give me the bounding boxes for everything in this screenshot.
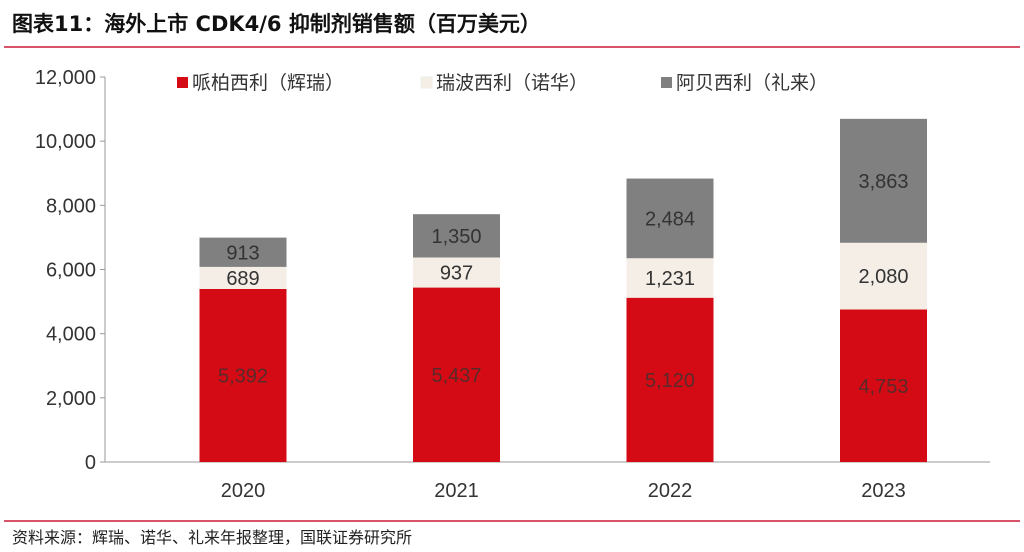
- data-label-2020-series-1: 689: [226, 268, 259, 290]
- legend-swatch-1: [420, 76, 433, 89]
- data-label-2022-series-1: 1,231: [645, 268, 695, 290]
- source-note: 资料来源：辉瑞、诺华、礼来年报整理，国联证券研究所: [12, 528, 413, 547]
- bar-2021-series-1: [413, 257, 500, 288]
- data-label-2023-series-0: 4,753: [858, 376, 908, 398]
- x-tick-label: 2023: [861, 480, 906, 502]
- x-tick-label: 2022: [648, 480, 693, 502]
- data-label-2021-series-1: 937: [440, 263, 473, 285]
- y-tick-label: 10,000: [35, 131, 96, 153]
- legend-swatch-0: [177, 77, 188, 88]
- data-label-2021-series-0: 5,437: [431, 365, 481, 387]
- legend-label-2: 阿贝西利（礼来）: [676, 72, 828, 94]
- y-tick-label: 6,000: [46, 260, 96, 282]
- bar-2022-series-0: [626, 297, 714, 462]
- data-label-2022-series-2: 2,484: [645, 208, 695, 230]
- bar-2021-series-0: [413, 287, 500, 462]
- bar-2020-series-1: [199, 266, 287, 290]
- y-tick-label: 4,000: [46, 324, 96, 346]
- source-divider: [4, 520, 1020, 522]
- bar-2020-series-0: [199, 289, 287, 462]
- data-label-2022-series-0: 5,120: [645, 370, 695, 392]
- bar-2022-series-1: [626, 258, 714, 298]
- data-label-2023-series-1: 2,080: [858, 266, 908, 288]
- legend-swatch-2: [661, 77, 672, 88]
- y-tick-label: 8,000: [46, 195, 96, 217]
- bar-2020-series-2: [199, 237, 287, 267]
- legend-label-1: 瑞波西利（诺华）: [436, 72, 588, 94]
- data-label-2021-series-2: 1,350: [431, 226, 481, 248]
- y-tick-label: 0: [85, 452, 96, 474]
- chart-title: 图表11：海外上市 CDK4/6 抑制剂销售额（百万美元）: [12, 12, 541, 36]
- data-label-2023-series-2: 3,863: [858, 171, 908, 193]
- data-label-2020-series-0: 5,392: [218, 366, 268, 388]
- legend-label-0: 哌柏西利（辉瑞）: [192, 72, 344, 94]
- data-label-2020-series-2: 913: [226, 242, 259, 264]
- bar-2023-series-1: [840, 242, 927, 310]
- bar-2023-series-2: [840, 118, 927, 243]
- x-tick-label: 2020: [221, 480, 266, 502]
- y-tick-label: 2,000: [46, 388, 96, 410]
- bar-2021-series-2: [413, 214, 500, 258]
- bar-2022-series-2: [626, 178, 714, 259]
- title-divider: [4, 46, 1020, 48]
- y-tick-label: 12,000: [35, 67, 96, 89]
- x-tick-label: 2021: [434, 480, 479, 502]
- bar-2023-series-0: [840, 309, 927, 462]
